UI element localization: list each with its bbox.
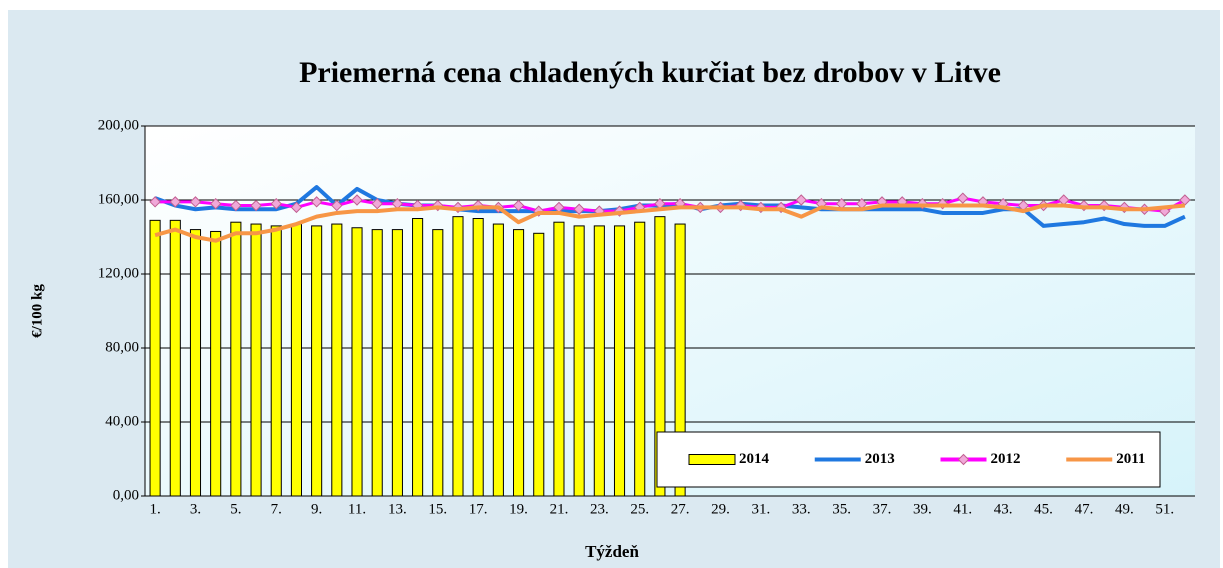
point-marker <box>1179 194 1191 206</box>
x-tick-label: 9. <box>311 501 322 517</box>
x-tick-label: 23. <box>590 501 609 517</box>
x-tick-label: 41. <box>953 501 972 517</box>
x-tick-label: 35. <box>832 501 851 517</box>
point-marker <box>149 196 161 208</box>
bar <box>432 229 444 497</box>
bar <box>311 225 323 497</box>
bar <box>230 221 242 497</box>
x-tick-label: 45. <box>1034 501 1053 517</box>
y-tick-label: 160,00 <box>98 191 139 207</box>
x-tick-label: 3. <box>190 501 201 517</box>
point-marker <box>371 197 383 210</box>
bar <box>210 230 222 497</box>
bar <box>553 221 565 497</box>
x-tick-label: 11. <box>348 501 366 517</box>
line-series <box>155 196 1186 213</box>
bar <box>250 223 262 497</box>
bar <box>351 227 363 497</box>
point-marker <box>512 199 525 212</box>
point-marker <box>331 199 343 212</box>
x-tick-label: 7. <box>271 501 282 517</box>
x-tick-label: 43. <box>994 501 1013 517</box>
bar <box>513 229 525 497</box>
bar <box>452 216 464 497</box>
x-tick-label: 19. <box>509 501 528 517</box>
bar <box>371 229 383 497</box>
x-tick-label: 1. <box>149 501 160 517</box>
y-tick-label: 80,00 <box>105 339 139 355</box>
y-tick-label: 40,00 <box>105 413 139 429</box>
x-tick-label: 15. <box>428 501 447 517</box>
point-marker <box>290 201 303 214</box>
bar <box>472 218 484 497</box>
bar <box>189 229 202 497</box>
point-marker <box>573 203 585 215</box>
point-marker <box>270 197 282 210</box>
x-tick-label: 25. <box>630 501 649 517</box>
x-tick-label: 27. <box>671 501 690 517</box>
bar <box>654 216 666 497</box>
bar <box>290 223 302 497</box>
point-marker <box>310 196 323 208</box>
bar <box>674 223 686 497</box>
bar <box>331 223 343 497</box>
x-tick-label: 51. <box>1155 501 1174 517</box>
point-marker <box>250 199 262 212</box>
bar <box>412 218 424 497</box>
bar <box>593 225 605 497</box>
bar <box>613 225 626 497</box>
bar <box>573 225 585 497</box>
x-tick-label: 13. <box>388 501 407 517</box>
legend-swatch <box>688 454 736 465</box>
legend-label: 2013 <box>865 451 895 467</box>
bar <box>634 221 646 497</box>
point-marker <box>169 196 181 208</box>
x-tick-label: 47. <box>1075 501 1094 517</box>
x-tick-label: 5. <box>230 501 241 517</box>
point-marker <box>209 197 222 210</box>
x-tick-label: 33. <box>792 501 811 517</box>
y-tick-label: 0,00 <box>113 487 139 503</box>
x-tick-label: 29. <box>711 501 730 517</box>
bar <box>149 219 161 497</box>
y-axis-label: €/100 kg <box>29 284 45 338</box>
bar <box>169 219 181 497</box>
x-axis-label: Týždeň <box>585 542 639 561</box>
legend-label: 2014 <box>739 451 770 467</box>
point-marker <box>957 192 969 204</box>
x-tick-label: 49. <box>1115 501 1134 517</box>
x-tick-label: 21. <box>550 501 569 517</box>
point-marker <box>795 194 807 206</box>
legend-label: 2012 <box>991 451 1021 467</box>
x-tick-label: 39. <box>913 501 932 517</box>
y-tick-label: 200,00 <box>98 117 139 133</box>
y-tick-label: 120,00 <box>98 265 139 281</box>
legend-marker <box>957 453 970 466</box>
x-tick-label: 17. <box>469 501 488 517</box>
legend-label: 2011 <box>1116 451 1145 467</box>
bar <box>533 232 545 497</box>
bar <box>391 229 403 497</box>
point-marker <box>230 199 242 212</box>
bar <box>492 223 504 497</box>
x-tick-label: 31. <box>751 501 770 517</box>
bar <box>270 225 282 497</box>
line-series <box>154 203 1186 243</box>
point-marker <box>351 194 363 206</box>
point-marker <box>189 196 202 208</box>
x-tick-label: 37. <box>873 501 892 517</box>
chart-title: Priemerná cena chladených kurčiat bez dr… <box>299 56 1001 89</box>
